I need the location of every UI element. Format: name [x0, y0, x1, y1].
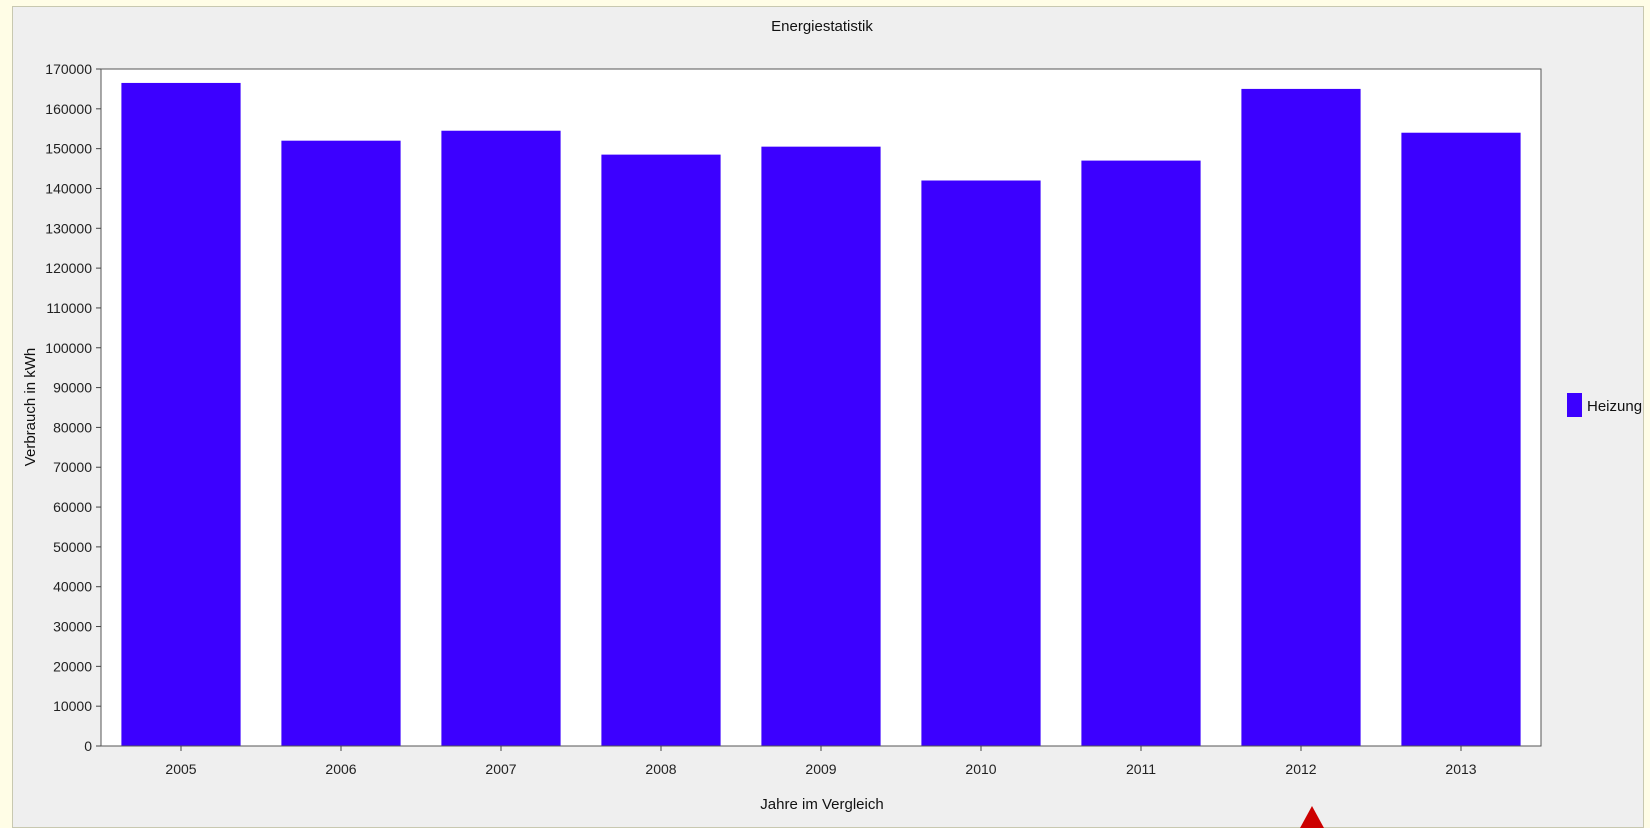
y-tick-label: 60000 — [53, 499, 92, 515]
bar-2006[interactable] — [281, 140, 401, 746]
y-tick-label: 40000 — [53, 579, 92, 595]
x-tick-label: 2008 — [645, 761, 676, 777]
bar-2008[interactable] — [601, 154, 721, 746]
bar-2011[interactable] — [1081, 160, 1201, 746]
x-axis-title: Jahre im Vergleich — [760, 796, 883, 813]
y-tick-label: 140000 — [45, 180, 92, 196]
y-tick-label: 150000 — [45, 141, 92, 157]
bar-2010[interactable] — [921, 180, 1041, 747]
y-tick-label: 70000 — [53, 459, 92, 475]
y-axis-ticks: 0 10000 20000 30000 40000 50000 60000 70000 8000… — [45, 61, 101, 754]
y-tick-label: 110000 — [46, 300, 92, 316]
y-axis-title: Verbrauch in kWh — [22, 348, 39, 466]
x-tick-label: 2012 — [1285, 761, 1316, 777]
y-tick-label: 20000 — [53, 658, 92, 674]
x-tick-label: 2010 — [965, 761, 996, 777]
x-tick-label: 2005 — [165, 761, 196, 777]
y-tick-label: 10000 — [53, 698, 92, 714]
y-tick-label: 90000 — [53, 380, 92, 396]
legend-label-heizung: Heizung — [1587, 398, 1642, 415]
x-tick-label: 2011 — [1126, 761, 1156, 777]
bar-2013[interactable] — [1401, 132, 1521, 746]
x-axis-ticks: 2005 2006 2007 2008 2009 2010 2011 2012 2013 — [165, 746, 1477, 777]
bar-2005[interactable] — [121, 82, 241, 746]
y-tick-label: 160000 — [45, 101, 92, 117]
x-tick-label: 2006 — [325, 761, 356, 777]
chart-title: Energiestatistik — [771, 18, 873, 35]
x-tick-label: 2009 — [805, 761, 836, 777]
bar-2012[interactable] — [1241, 88, 1361, 747]
bars-group — [121, 82, 1521, 747]
x-tick-label: 2007 — [485, 761, 516, 777]
pointer-arrow-icon — [1300, 806, 1324, 828]
y-tick-label: 0 — [84, 738, 92, 754]
x-tick-label: 2013 — [1445, 761, 1476, 777]
y-tick-label: 80000 — [53, 419, 92, 435]
y-tick-label: 120000 — [45, 260, 92, 276]
bar-2007[interactable] — [441, 130, 561, 747]
y-tick-label: 100000 — [45, 340, 92, 356]
y-tick-label: 30000 — [53, 619, 92, 635]
legend-swatch-heizung — [1567, 393, 1582, 417]
bar-2009[interactable] — [761, 146, 881, 746]
y-tick-label: 170000 — [45, 61, 92, 77]
y-tick-label: 50000 — [53, 539, 92, 555]
y-tick-label: 130000 — [45, 220, 92, 236]
